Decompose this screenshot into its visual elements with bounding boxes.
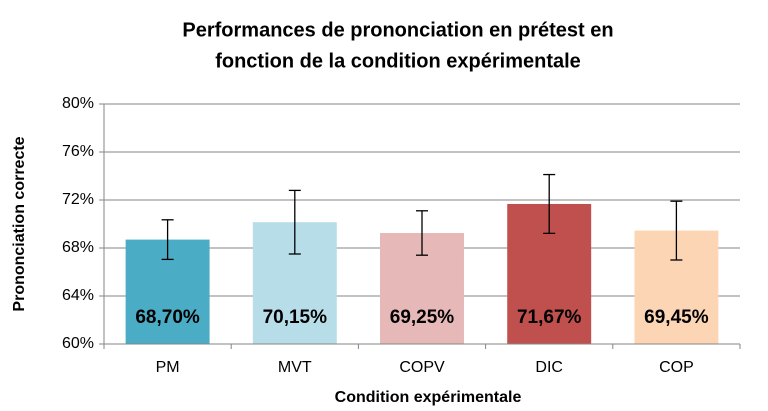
data-label: 69,45% (644, 307, 709, 328)
y-tick-label: 60% (62, 335, 94, 352)
data-label: 71,67% (517, 307, 582, 328)
data-label: 68,70% (135, 307, 200, 328)
x-tick-label: DIC (535, 359, 563, 376)
y-tick-label: 72% (62, 191, 94, 208)
data-label: 70,15% (263, 307, 328, 328)
y-tick-label: 68% (62, 239, 94, 256)
data-label: 69,25% (390, 307, 455, 328)
x-tick-label: MVT (278, 359, 312, 376)
y-tick-label: 76% (62, 143, 94, 160)
x-axis-title: Condition expérimentale (335, 389, 522, 406)
x-tick-label: COP (659, 359, 694, 376)
x-tick-label: PM (156, 359, 180, 376)
chart-title: Performances de prononciation en prétest… (182, 19, 613, 41)
chart-title: fonction de la condition expérimentale (215, 50, 581, 72)
y-axis-title: Prononciation correcte (11, 136, 28, 311)
y-tick-label: 80% (62, 95, 94, 112)
x-tick-label: COPV (399, 359, 445, 376)
y-tick-label: 64% (62, 287, 94, 304)
